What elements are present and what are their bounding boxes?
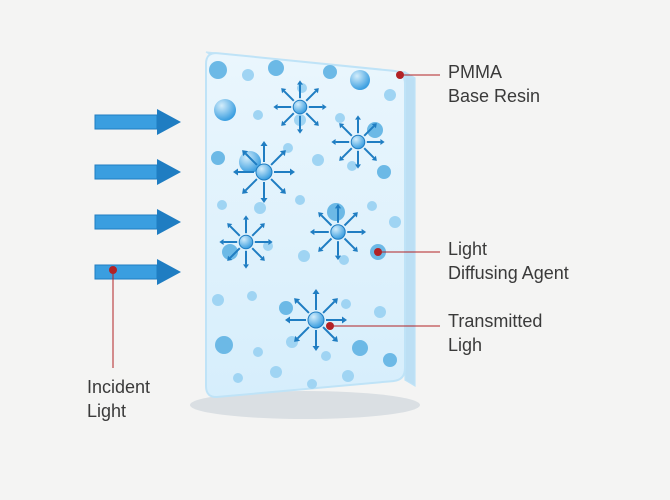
label-transmitted: Transmitted Ligh [448,309,542,358]
label-incident: Incident Light [87,375,150,424]
label-diffusing: Light Diffusing Agent [448,237,569,286]
diagram-svg [0,0,670,500]
label-pmma: PMMA Base Resin [448,60,540,109]
diagram-stage: PMMA Base Resin Light Diffusing Agent Tr… [0,0,670,500]
